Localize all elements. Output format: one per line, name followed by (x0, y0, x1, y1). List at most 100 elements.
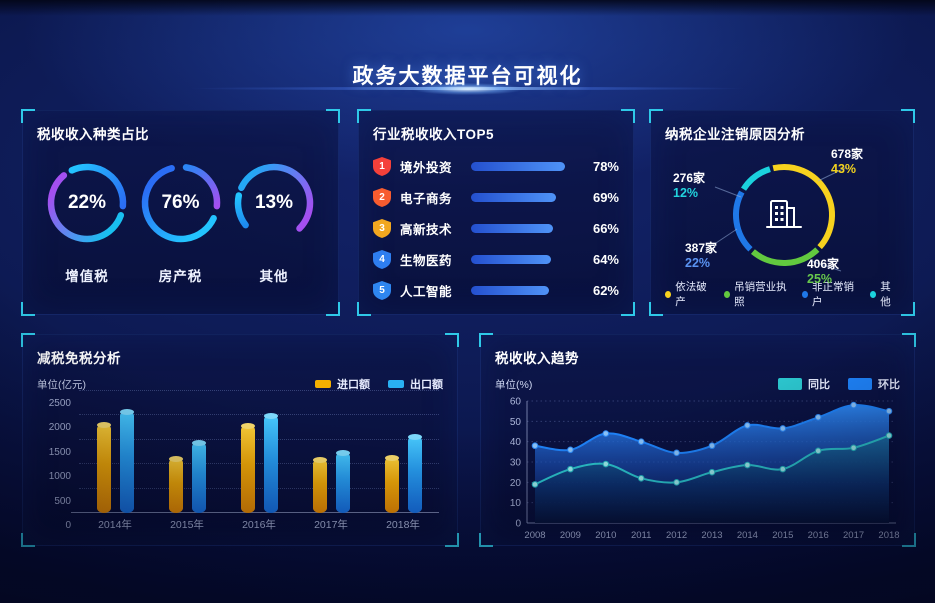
corner-bracket-bl (357, 302, 371, 316)
rank-badge-icon: 4 (373, 250, 391, 269)
legend-swatch (778, 378, 802, 390)
rank-badge-icon: 1 (373, 157, 391, 176)
svg-text:0: 0 (515, 519, 521, 530)
ring-label: 其他 (259, 269, 289, 284)
y-tick-label: 1500 (48, 446, 71, 458)
legend-item[interactable]: 环比 (848, 376, 900, 392)
corner-bracket-tl (21, 109, 35, 123)
donut-ring-other: 13% 其他 (228, 161, 320, 285)
y-tick-label: 0 (65, 520, 71, 531)
unit-label: 单位(%) (495, 378, 533, 391)
ring-label: 房产税 (158, 269, 203, 284)
cylinder-bar-出口额 (335, 450, 350, 513)
grouped-bar-chart: 0 500 1000 1500 2000 2500 2014年 2015年 2016年 2017… (37, 390, 443, 533)
callout-percent: 22% (685, 256, 711, 270)
svg-text:2009: 2009 (560, 530, 581, 541)
bar-track (471, 224, 570, 233)
ring-percent: 22% (67, 192, 107, 213)
panel-industry-top5: 行业税收收入TOP5 1 境外投资 78% 2 电子商务 69% 3 高新技术 … (357, 109, 635, 316)
legend-swatch (388, 380, 404, 388)
legend-dot (870, 290, 877, 298)
svg-text:30: 30 (510, 458, 522, 469)
industry-row: 4 生物医药 64% (373, 250, 619, 269)
corner-bracket-bl (649, 302, 663, 316)
bar-track (471, 162, 570, 171)
percent-label: 78% (592, 159, 619, 174)
callout-label: 406家 25% (807, 257, 839, 288)
panel-title: 税收收入趋势 (495, 351, 579, 366)
page-title: 政务大数据平台可视化 (352, 65, 583, 89)
trend-svg: 0 10 20 30 40 50 60 2008 2009 2010 2011 2012 2013 201… (510, 397, 900, 542)
donut-ring-vat: 22% 增值税 (41, 161, 133, 285)
chart-meta-row: 单位(%) 同比 环比 (495, 376, 900, 392)
cancellation-donut-chart: 678家 43% 276家 12% 387家 22% 406家 25% (665, 145, 899, 286)
gridline (79, 390, 439, 391)
svg-text:2008: 2008 (524, 530, 545, 541)
donut-ring: 76% (139, 161, 223, 245)
percent-label: 66% (592, 221, 619, 236)
panel-tax-reduction: 减税免税分析 单位(亿元) 进口额 出口额 0 500 1000 1500 2000 25… (21, 333, 459, 547)
callout-count: 678家 (831, 147, 864, 161)
rank-badge-icon: 3 (373, 219, 391, 238)
bar-group: 2014年 (96, 408, 134, 533)
corner-bracket-tl (649, 109, 663, 123)
corner-bracket-br (445, 533, 459, 547)
legend-dot (801, 290, 808, 298)
top-shade (0, 0, 935, 16)
percent-label: 69% (592, 190, 619, 205)
industry-row: 3 高新技术 66% (373, 219, 619, 238)
legend-item[interactable]: 同比 (778, 376, 830, 392)
x-tick-label: 2014年 (98, 519, 132, 531)
legend-label: 同比 (808, 379, 830, 391)
corner-bracket-tl (479, 333, 493, 347)
svg-text:2016: 2016 (808, 530, 829, 541)
x-tick-label: 2018年 (386, 519, 420, 531)
bar-groups: 2014年 2015年 2016年 2017年 2018年 (79, 403, 439, 533)
cylinder-bar-进口额 (384, 454, 399, 513)
pie-legend: 依法破产 吊销营业执照 非正常销户 其他 (665, 281, 899, 308)
svg-text:2011: 2011 (631, 530, 651, 541)
donut-ring-property-tax: 76% 房产税 (135, 161, 227, 285)
legend-dot (665, 290, 672, 298)
y-axis-labels: 0 500 1000 1500 2000 2500 (37, 398, 71, 531)
bar-pair (384, 433, 422, 513)
corner-bracket-tr (621, 109, 635, 123)
area-line-chart: 0 10 20 30 40 50 60 2008 2009 2010 2011 2012 2013 201… (495, 395, 900, 547)
svg-text:2018: 2018 (878, 530, 899, 541)
panel-title: 行业税收收入TOP5 (373, 127, 495, 142)
corner-bracket-br (326, 302, 340, 316)
donut-ring: 22% (45, 161, 129, 245)
industry-row: 1 境外投资 78% (373, 157, 619, 176)
cylinder-bar-进口额 (312, 457, 327, 513)
industry-label: 电子商务 (400, 192, 453, 206)
y-tick-label: 2500 (48, 398, 71, 409)
percent-label: 62% (592, 283, 619, 298)
callout-count: 387家 (685, 241, 718, 255)
panel-tax-type-share: 税收收入种类占比 22% 增值税 76% 房产税 13% (21, 109, 340, 316)
ring-percent: 76% (161, 192, 200, 213)
svg-text:10: 10 (510, 498, 522, 509)
panel-title: 纳税企业注销原因分析 (665, 127, 805, 142)
callout-count: 276家 (673, 171, 706, 185)
building-icon (765, 198, 803, 237)
donut-ring: 13% (232, 161, 316, 245)
bar-fill (471, 255, 552, 264)
corner-bracket-tr (901, 109, 915, 123)
corner-bracket-br (901, 302, 915, 316)
cylinder-bar-出口额 (263, 413, 278, 513)
bar-fill (471, 224, 554, 233)
y-tick-label: 2000 (48, 422, 71, 434)
industry-label: 高新技术 (400, 223, 453, 237)
panel-title: 减税免税分析 (37, 351, 121, 366)
corner-bracket-tr (445, 333, 459, 347)
rank-badge-icon: 5 (373, 281, 391, 300)
callout-percent: 43% (831, 162, 857, 176)
bar-group: 2015年 (168, 440, 206, 533)
cylinder-bar-出口额 (191, 440, 206, 513)
svg-text:2017: 2017 (843, 530, 864, 541)
panel-tax-trend: 税收收入趋势 单位(%) 同比 环比 0 10 20 30 40 50 60 2008 2009… (479, 333, 916, 547)
corner-bracket-bl (21, 302, 35, 316)
legend-label: 环比 (878, 379, 900, 391)
ring-label: 增值税 (65, 269, 109, 284)
